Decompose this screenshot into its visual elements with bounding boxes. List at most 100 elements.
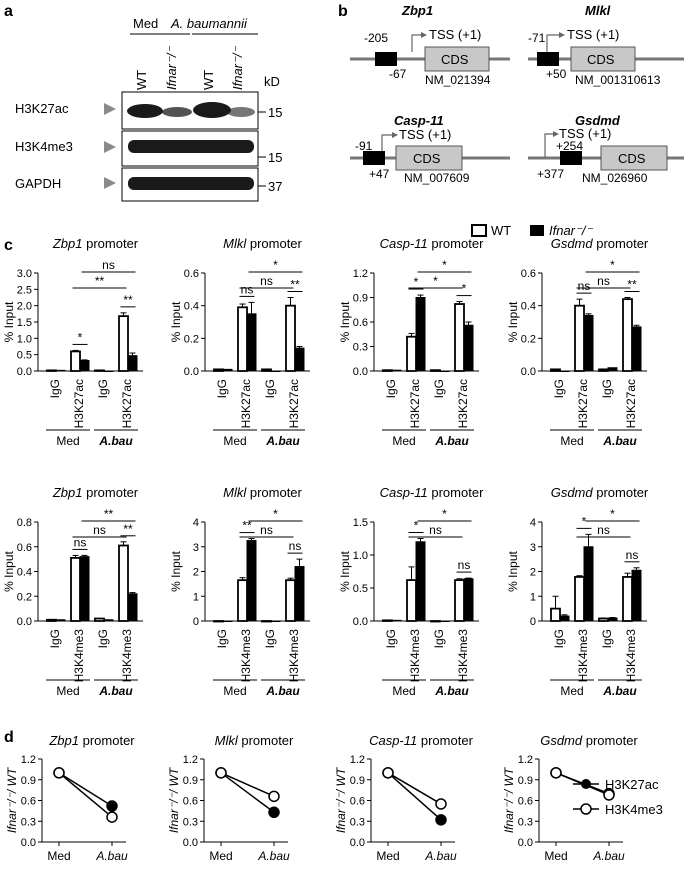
- data-point: [550, 767, 562, 779]
- cds-box: [600, 145, 668, 171]
- y-tick-label: 0.3: [183, 816, 198, 828]
- bar: [103, 370, 114, 372]
- cds-box: [395, 145, 463, 171]
- bar: [583, 314, 594, 372]
- blot-bands-h3k4me3: [128, 140, 254, 153]
- x-tick-label: IgG: [215, 379, 229, 398]
- group-label: Med: [560, 434, 583, 448]
- group-label: Med: [56, 684, 79, 698]
- significance-label: *: [414, 519, 419, 533]
- tss-arrow-icon: [411, 34, 424, 52]
- bar: [454, 579, 465, 622]
- significance-label: ns: [597, 523, 610, 537]
- y-tick-label: 1.0: [353, 550, 368, 562]
- y-tick-label: 0.6: [184, 268, 199, 280]
- significance-label: *: [610, 258, 615, 272]
- y-axis-label: % Input: [506, 301, 520, 342]
- y-tick-label: 3.0: [17, 268, 32, 280]
- bar: [406, 579, 417, 622]
- group-label: A.bau: [265, 684, 300, 698]
- bar-chart: Gsdmd promoter 0.0 0.2 0.4 0.6 % Input IgG H3K2…: [506, 236, 649, 448]
- primer-start: +254: [556, 139, 583, 153]
- x-tick-label: IgG: [96, 379, 110, 398]
- y-tick-label: 0.0: [184, 366, 199, 378]
- tss-arrowhead-icon: [421, 32, 427, 38]
- tss-arrow-icon: [544, 133, 556, 158]
- primer-end: -67: [389, 67, 407, 81]
- y-tick-label: 0.6: [518, 796, 533, 808]
- chart-title: Mlkl promoter: [215, 733, 294, 748]
- tss-arrowhead-icon: [559, 32, 565, 38]
- legend-label-ko: Ifnar⁻/⁻: [549, 223, 593, 238]
- legend-label-wt: WT: [491, 223, 511, 238]
- group-label: A.bau: [98, 434, 133, 448]
- y-axis-label: % Input: [2, 550, 16, 591]
- cds-label: CDS: [441, 52, 469, 67]
- significance-label: ns: [429, 523, 442, 537]
- x-tick-label: H3K4me3: [408, 629, 422, 683]
- significance-label: ns: [597, 274, 610, 288]
- bar: [285, 579, 296, 622]
- tss-label: TSS (+1): [429, 27, 481, 42]
- primer-box: [375, 52, 397, 66]
- panel-b-gene-diagrams: Zbp1 -205 -67 TSS (+1) CDS NM_021394 Mlk…: [350, 3, 684, 185]
- panel-label-a: a: [4, 3, 13, 20]
- group-label: A.bau: [434, 434, 469, 448]
- bar: [118, 315, 129, 372]
- x-tick-label: IgG: [600, 629, 614, 648]
- tss-arrowhead-icon: [553, 131, 559, 137]
- bar: [270, 620, 281, 622]
- bar-chart: Mlkl promoter 0.0 0.2 0.4 0.6 % Input IgG H3K27…: [169, 236, 310, 448]
- bar: [246, 540, 257, 622]
- x-tick-label: H3K27ac: [408, 379, 422, 428]
- arrow-icon: [104, 103, 116, 115]
- primer-box: [560, 151, 582, 165]
- x-tick-label: H3K27ac: [287, 379, 301, 428]
- x-tick-label: IgG: [600, 379, 614, 398]
- y-tick-label: 0.3: [350, 816, 365, 828]
- y-tick-label: 0.8: [17, 517, 32, 529]
- bar: [270, 370, 281, 372]
- significance-label: **: [290, 278, 300, 292]
- gene-name: Zbp1: [401, 3, 433, 18]
- group-label: Med: [223, 434, 246, 448]
- bar: [261, 368, 272, 372]
- gene-diagram-gsdmd: Gsdmd +254 +377 TSS (+1) CDS NM_026960: [528, 113, 684, 185]
- y-tick-label: 0.3: [353, 342, 368, 354]
- y-tick-label: 1.5: [353, 517, 368, 529]
- primer-box: [537, 52, 559, 66]
- y-tick-label: 4: [193, 517, 199, 529]
- lane-label: WT: [134, 70, 149, 90]
- y-tick-label: 2.0: [17, 301, 32, 313]
- bar: [391, 369, 402, 372]
- cds-label: CDS: [413, 151, 441, 166]
- x-tick-label: IgG: [552, 379, 566, 398]
- panel-label-c: c: [4, 237, 13, 254]
- cds-box: [424, 46, 490, 72]
- legend-marker-open: [580, 803, 592, 815]
- bar: [439, 370, 450, 372]
- significance-label: ns: [93, 523, 106, 537]
- bar: [222, 368, 233, 372]
- y-tick-label: 0.6: [183, 796, 198, 808]
- bar: [463, 324, 474, 372]
- primer-start: -71: [528, 31, 546, 45]
- x-tick-label: IgG: [215, 629, 229, 648]
- bar: [631, 569, 642, 622]
- x-tick-label: H3K27ac: [120, 379, 134, 428]
- group-label-abaumannii: A. baumannii: [170, 16, 248, 31]
- y-tick-label: 4: [530, 517, 536, 529]
- bar-chart: Casp-11 promoter 0.0 0.5 1.0 1.5 % Input IgG H3…: [338, 485, 484, 698]
- tss-label: TSS (+1): [559, 126, 611, 141]
- y-tick-label: 0.4: [17, 567, 32, 579]
- x-tick-label: H3K27ac: [72, 379, 86, 428]
- lane-labels: WT Ifnar⁻/⁻ WT Ifnar⁻/⁻: [134, 46, 245, 90]
- arrow-icon: [104, 177, 116, 189]
- y-tick-label: 0.0: [518, 837, 533, 849]
- kd-marker-gapdh: 37: [268, 179, 282, 194]
- x-tick-label: A.bau: [95, 849, 128, 863]
- legend-label-h3k4me3: H3K4me3: [605, 802, 663, 817]
- chart-title: Gsdmd promoter: [551, 485, 649, 500]
- bar: [79, 360, 90, 372]
